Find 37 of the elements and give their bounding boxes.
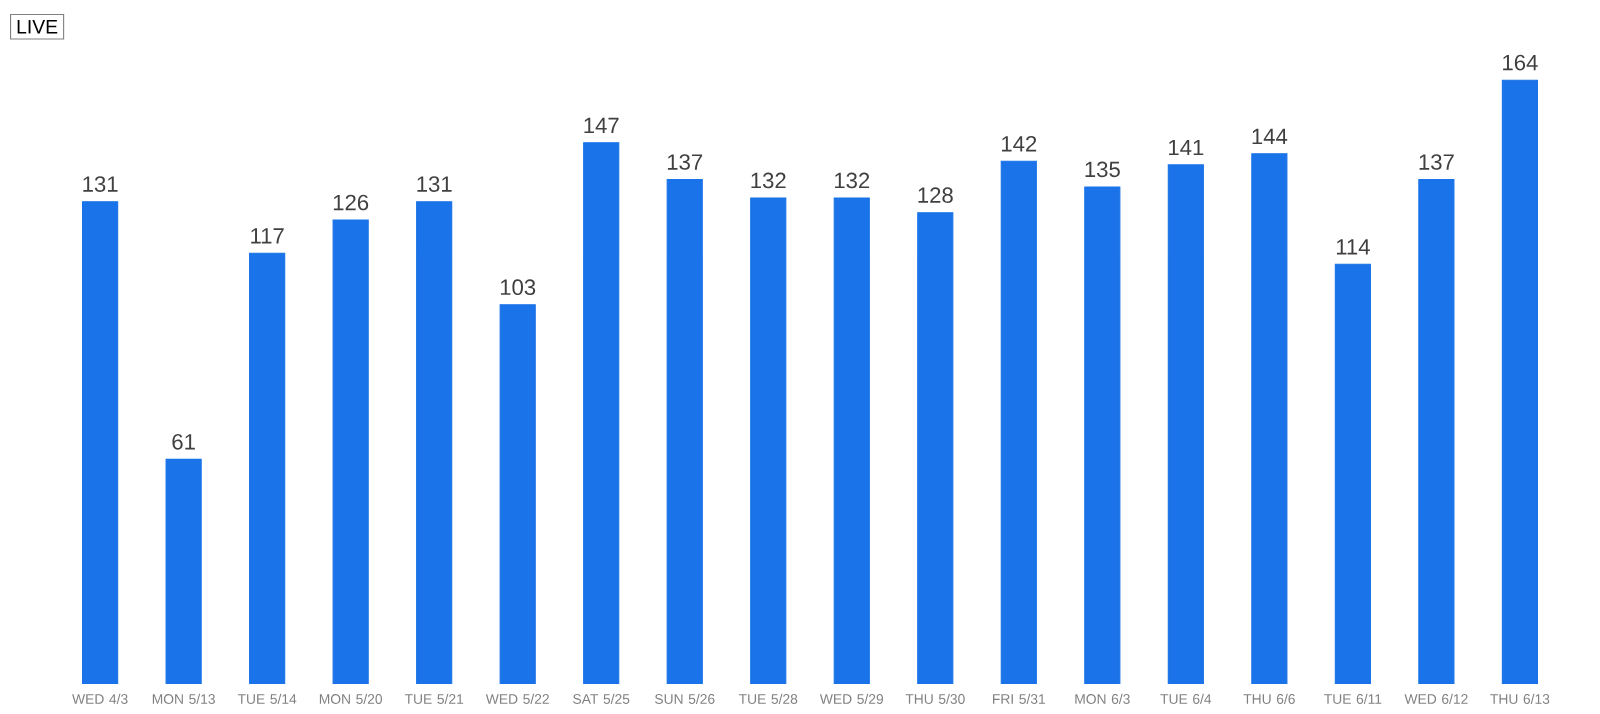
text: LIVE [17,20,58,34]
data-label: 137 [667,154,703,170]
data-label: 103 [500,279,536,296]
bar [1000,160,1037,684]
data-label: 131 [83,176,118,192]
data-label: 131 [417,176,452,192]
bar [332,219,369,684]
data-label: 126 [333,194,369,211]
bar [666,179,703,684]
data-label: 142 [1002,135,1037,152]
data-label: 164 [1503,54,1538,71]
bar [583,142,620,684]
bar [1084,186,1121,684]
data-label: 132 [751,172,786,189]
data-label: 147 [584,117,619,134]
bar [1418,179,1455,684]
bar [1334,263,1371,684]
data-label: 117 [251,228,284,244]
data-label: 135 [1085,161,1120,178]
data-label: 141 [1169,139,1204,156]
bar [1251,153,1288,684]
data-label: 61 [172,433,195,450]
data-label: 114 [1336,239,1370,255]
bar [416,201,453,684]
bar [750,197,787,684]
bar [917,212,954,684]
data-label: 128 [918,187,953,203]
bar [249,252,286,684]
bar [833,197,870,684]
bar [499,304,536,684]
bar [1167,164,1204,684]
bar [165,458,202,684]
data-label: 144 [1252,128,1288,145]
bar [82,201,119,684]
data-label: 132 [834,172,870,189]
bar [1501,79,1539,684]
data-label: 137 [1419,154,1454,170]
